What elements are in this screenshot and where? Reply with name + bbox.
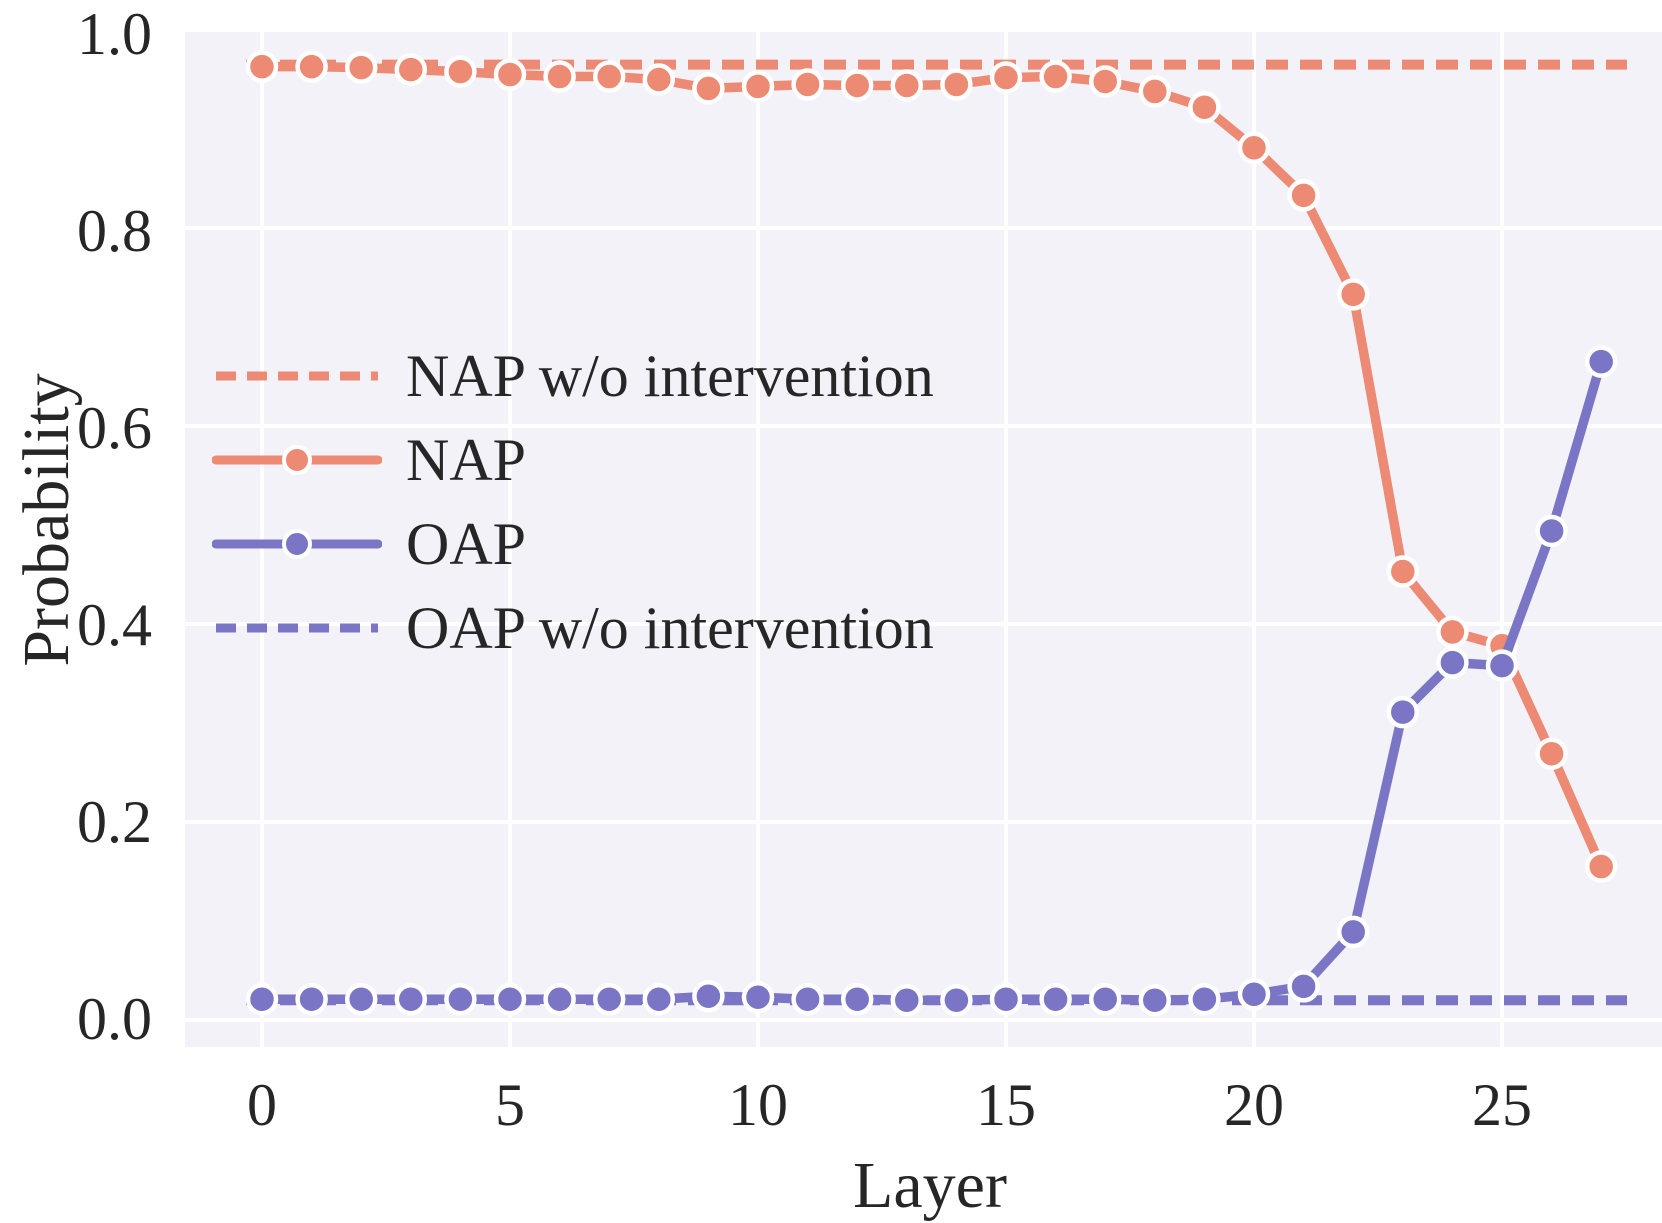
legend-item-oap-no-intervention: OAP w/o intervention: [212, 586, 934, 670]
nap-data-point: [1237, 131, 1271, 165]
x-axis-label: Layer: [853, 1149, 1007, 1222]
oap-data-point: [940, 983, 973, 1017]
nap-data-point: [245, 50, 279, 83]
nap-data-point: [642, 63, 676, 96]
oap-data-point: [1485, 649, 1519, 682]
y-tick-label: 0.8: [77, 198, 152, 264]
legend-item-nap-no-intervention: NAP w/o intervention: [212, 334, 934, 418]
y-tick-label: 0.2: [77, 789, 152, 855]
oap-data-point: [1535, 514, 1568, 548]
oap-data-point: [1188, 982, 1221, 1016]
x-tick-label: 25: [1472, 1072, 1532, 1138]
oap-data-point: [1336, 915, 1370, 949]
y-tick-label: 0.6: [77, 395, 152, 461]
dashed-line-icon: [216, 623, 378, 633]
line-with-marker-icon: [212, 529, 382, 559]
y-tick-label: 0.0: [77, 986, 152, 1052]
legend-item-label: NAP: [406, 427, 527, 493]
nap-data-point: [791, 68, 824, 101]
dashed-line-icon: [216, 371, 378, 381]
legend-item-label: OAP w/o intervention: [406, 595, 934, 661]
nap-data-point: [1138, 75, 1172, 108]
oap-data-point: [394, 982, 428, 1016]
nap-data-point: [1088, 65, 1122, 98]
legend-item-nap: NAP: [212, 418, 934, 502]
oap-data-point: [1584, 345, 1618, 378]
plot-background: [185, 28, 1662, 1047]
nap-series-line: [257, 61, 1606, 872]
oap-data-point: [692, 979, 725, 1013]
legend-item-label: NAP w/o intervention: [406, 343, 934, 409]
oap-data-point: [1436, 646, 1469, 679]
nap-data-point: [1039, 60, 1072, 93]
oap-data-point: [493, 982, 527, 1016]
nap-data-point: [1287, 179, 1320, 212]
nap-data-point: [1584, 850, 1618, 883]
x-tick-label: 10: [728, 1072, 788, 1138]
nap-data-point: [344, 51, 378, 84]
oap-data-point: [1386, 695, 1420, 729]
nap-data-point: [444, 55, 477, 88]
oap-data-point: [791, 982, 824, 1016]
x-tick-label: 0: [247, 1072, 277, 1138]
oap-data-point: [245, 982, 279, 1016]
y-tick-label: 0.4: [77, 592, 152, 658]
y-axis-label: Probability: [10, 373, 83, 667]
oap-data-point: [344, 982, 378, 1016]
line-with-marker-icon: [212, 445, 382, 475]
nap-data-point: [989, 61, 1023, 94]
nap-data-point: [493, 58, 527, 91]
nap-data-point: [890, 69, 924, 102]
oap-data-point: [592, 982, 626, 1016]
oap-data-point: [741, 980, 775, 1014]
oap-data-point: [642, 982, 676, 1016]
nap-data-point: [692, 72, 725, 105]
oap-data-point: [1039, 982, 1072, 1016]
oap-data-point: [1088, 982, 1122, 1016]
nap-data-point: [741, 70, 775, 103]
nap-data-point: [1336, 278, 1370, 311]
oap-data-point: [890, 983, 924, 1017]
nap-data-point: [543, 60, 576, 93]
x-tick-label: 20: [1224, 1072, 1284, 1138]
nap-data-point: [840, 69, 874, 102]
oap-data-point: [444, 982, 477, 1016]
nap-data-point: [1188, 90, 1221, 124]
oap-data-point: [543, 982, 576, 1016]
x-tick-label: 15: [976, 1072, 1036, 1138]
chart-legend: NAP w/o intervention NAP OAP OAP w/o int…: [212, 334, 934, 670]
oap-data-point: [1138, 983, 1172, 1017]
oap-data-point: [989, 982, 1023, 1016]
nap-data-point: [592, 60, 626, 93]
legend-item-oap: OAP: [212, 502, 934, 586]
oap-data-point: [1287, 970, 1320, 1003]
oap-data-point: [1237, 978, 1271, 1011]
oap-data-point: [295, 982, 328, 1016]
nap-data-point: [295, 50, 328, 83]
nap-data-point: [1436, 615, 1469, 649]
nap-data-point: [1535, 737, 1568, 770]
x-tick-label: 5: [495, 1072, 525, 1138]
nap-data-point: [394, 53, 428, 86]
legend-item-label: OAP: [406, 511, 527, 577]
y-tick-label: 1.0: [77, 1, 152, 67]
oap-data-point: [840, 982, 874, 1016]
nap-data-point: [1386, 555, 1420, 588]
nap-data-point: [940, 68, 973, 101]
